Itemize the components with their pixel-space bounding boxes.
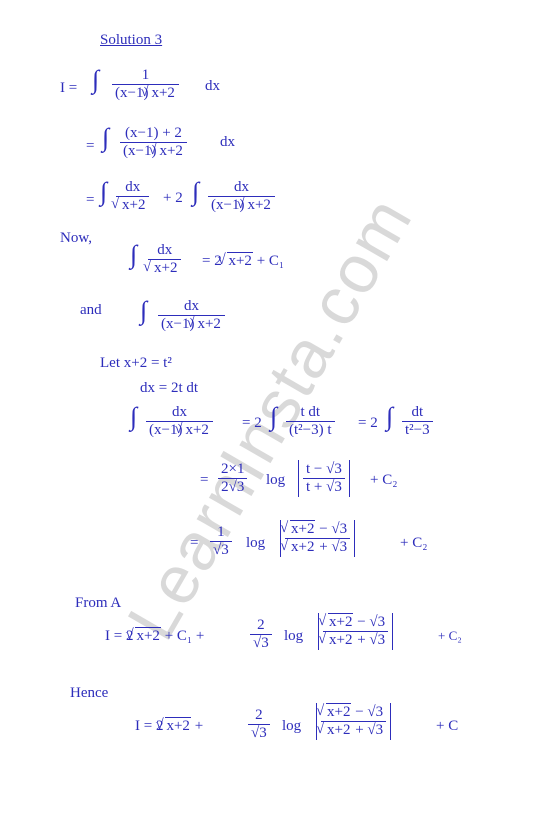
c2-1: + C₂ (370, 472, 397, 489)
frac-16: 2 √3 (248, 708, 270, 741)
frac3-num: dx (116, 180, 149, 196)
frac7-den: (x−1)x+2 (146, 421, 213, 438)
int-8: ∫ (270, 404, 277, 434)
frac17-den: x+2 + √3 (321, 721, 386, 738)
eq2a: = 2 (242, 415, 262, 432)
frac14-den: √3 (250, 634, 272, 651)
int-1: ∫ (92, 67, 99, 97)
log-1: log (266, 472, 285, 489)
abs-2: x+2 − √3 x+2 + √3 (280, 520, 355, 557)
frac2-num: (x−1) + 2 (120, 126, 187, 142)
page: LearnInsta.com Solution 3 I = ∫ 1 (x−1)x… (0, 0, 540, 835)
frac4-num: dx (208, 180, 275, 196)
hence: Hence (70, 685, 108, 702)
log-4: log (282, 718, 301, 735)
let-sub: Let x+2 = t² (100, 355, 172, 372)
frac16-den: √3 (248, 724, 270, 741)
eq-9: = (190, 535, 198, 552)
frac13-num: x+2 − √3 (285, 522, 350, 538)
frac3-den: x+2 (116, 196, 149, 213)
int-9: ∫ (386, 404, 393, 434)
int-5: ∫ (130, 242, 137, 272)
plus2: + 2 (163, 190, 183, 207)
frac-6: dx (x−1)x+2 (158, 299, 225, 332)
eq2b: = 2 (358, 415, 378, 432)
frac1-num: 1 (112, 68, 179, 84)
log-3: log (284, 628, 303, 645)
frac14-num: 2 (250, 618, 272, 634)
frac16-num: 2 (248, 708, 270, 724)
frac-8: t dt (t²−3) t (286, 405, 335, 438)
int-3b: ∫ (192, 179, 199, 209)
int-2: ∫ (102, 125, 109, 155)
frac-10: 2×1 2√3 (218, 462, 247, 495)
eq2sqrt: = 2 x+2 + C₁ (202, 253, 284, 270)
log-2: log (246, 535, 265, 552)
frac-5: dx x+2 (148, 243, 181, 276)
frac8-num: t dt (286, 405, 335, 421)
frac-14: 2 √3 (250, 618, 272, 651)
frac11-den: t + √3 (303, 478, 345, 495)
frac-9: dt t²−3 (402, 405, 433, 438)
frac7-num: dx (146, 405, 213, 421)
frac-7: dx (x−1)x+2 (146, 405, 213, 438)
frac1-den: (x−1)x+2 (112, 84, 179, 101)
frac17-num: x+2 − √3 (321, 705, 386, 721)
frac-1: 1 (x−1)x+2 (112, 68, 179, 101)
frac10-den: 2√3 (218, 478, 247, 495)
frac5-den: x+2 (148, 259, 181, 276)
eq-2: = (86, 138, 94, 155)
abs-4: x+2 − √3 x+2 + √3 (316, 703, 391, 740)
frac4-den: (x−1)x+2 (208, 196, 275, 213)
abs-1: t − √3 t + √3 (298, 460, 350, 497)
frac15-den: x+2 + √3 (323, 631, 388, 648)
from-a: From A (75, 595, 121, 612)
frac9-num: dt (402, 405, 433, 421)
frac13-den: x+2 + √3 (285, 538, 350, 555)
frac9-den: t²−3 (402, 421, 433, 438)
c2-3: + C₂ (438, 628, 462, 644)
dx-2: dx (220, 134, 235, 151)
dx-sub: dx = 2t dt (140, 380, 198, 397)
line-10a: I = 2x+2 + C₁ + (105, 628, 204, 645)
int-6: ∫ (140, 298, 147, 328)
and-label: and (80, 302, 102, 319)
lhs-1: I = (60, 80, 77, 97)
int-3a: ∫ (100, 179, 107, 209)
line-11a: I = 2x+2 + (135, 718, 203, 735)
frac2-den: (x−1)x+2 (120, 142, 187, 159)
frac15-num: x+2 − √3 (323, 615, 388, 631)
frac12-num: 1 (210, 525, 232, 541)
frac-12: 1 √3 (210, 525, 232, 558)
abs-3: x+2 − √3 x+2 + √3 (318, 613, 393, 650)
eq-3: = (86, 192, 94, 209)
frac-2: (x−1) + 2 (x−1)x+2 (120, 126, 187, 159)
frac6-num: dx (158, 299, 225, 315)
eq-8: = (200, 472, 208, 489)
frac10-num: 2×1 (218, 462, 247, 478)
frac12-den: √3 (210, 541, 232, 558)
frac8-den: (t²−3) t (286, 421, 335, 438)
frac-4: dx (x−1)x+2 (208, 180, 275, 213)
plus-c: + C (436, 718, 458, 735)
frac5-num: dx (148, 243, 181, 259)
frac11-num: t − √3 (303, 462, 345, 478)
c2-2: + C₂ (400, 535, 427, 552)
dx-1: dx (205, 78, 220, 95)
frac6-den: (x−1)x+2 (158, 315, 225, 332)
int-7: ∫ (130, 404, 137, 434)
frac-3: dx x+2 (116, 180, 149, 213)
title: Solution 3 (100, 32, 162, 49)
now-label: Now, (60, 230, 92, 247)
